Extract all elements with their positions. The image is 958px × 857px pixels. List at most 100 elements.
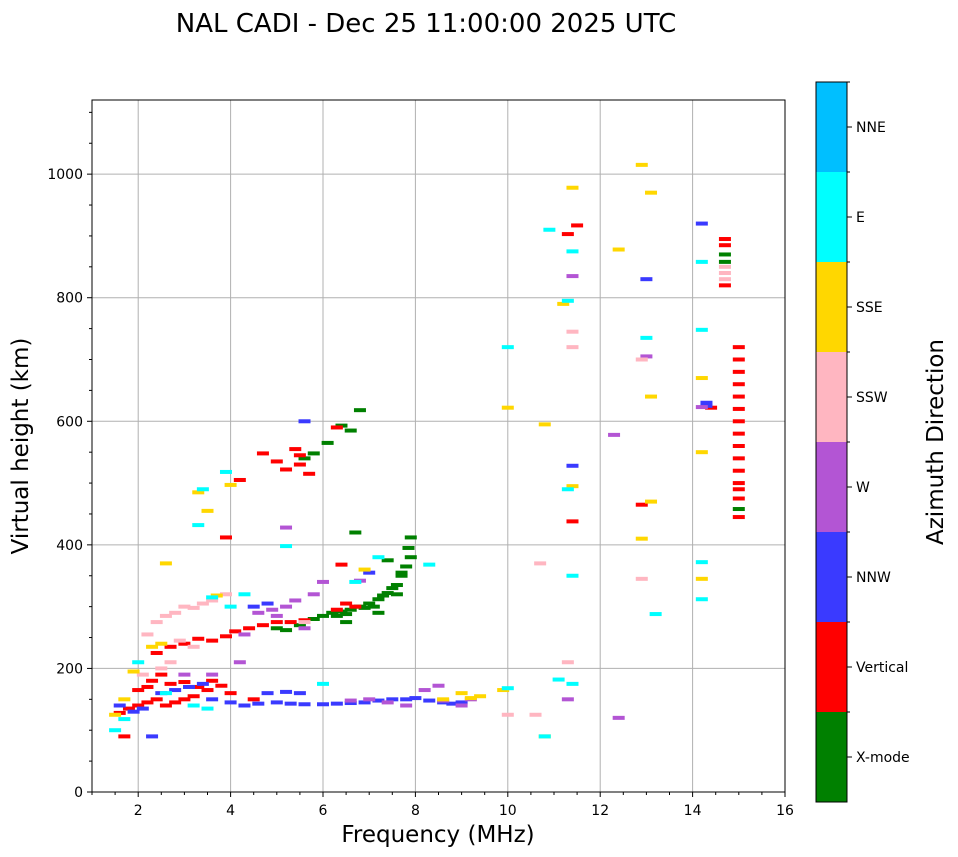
data-point [732, 431, 745, 436]
data-point [270, 626, 283, 631]
data-point [732, 419, 745, 424]
data-point [270, 700, 283, 705]
data-point [196, 601, 209, 606]
data-point [136, 706, 149, 711]
colorbar-segment [816, 532, 847, 622]
data-point [566, 329, 579, 334]
data-point [178, 680, 191, 685]
data-point [256, 623, 269, 628]
data-point [183, 684, 196, 689]
data-point [280, 467, 293, 472]
data-point [732, 487, 745, 492]
data-point [150, 650, 163, 655]
data-point [455, 700, 468, 705]
data-point [284, 620, 297, 625]
data-point [330, 607, 343, 612]
data-point [187, 694, 200, 699]
data-point [561, 298, 574, 303]
data-point [561, 697, 574, 702]
data-point [732, 345, 745, 350]
data-point [363, 570, 376, 575]
data-point [695, 376, 708, 381]
data-point [718, 243, 731, 248]
data-point [377, 593, 390, 598]
data-point [303, 471, 316, 476]
colorbar: X-mode Vertical NNW W SSW SSE E NNE [815, 81, 910, 803]
data-point [612, 247, 625, 252]
data-point [169, 610, 182, 615]
colorbar-tick-label: Vertical [856, 660, 908, 676]
data-point [206, 672, 219, 677]
data-point [566, 519, 579, 524]
data-point [122, 706, 135, 711]
data-point [261, 601, 274, 606]
data-point [538, 422, 551, 427]
data-point [178, 697, 191, 702]
data-point [169, 688, 182, 693]
data-point [645, 190, 658, 195]
data-point [381, 558, 394, 563]
data-point [201, 508, 214, 513]
data-point [404, 535, 417, 540]
data-point [136, 672, 149, 677]
data-point [349, 604, 362, 609]
colorbar-segment [816, 712, 847, 802]
data-point [381, 700, 394, 705]
data-point [635, 536, 648, 541]
x-axis: 2 4 6 8 10 12 14 16 [91, 792, 794, 819]
data-point [146, 678, 159, 683]
data-point [187, 644, 200, 649]
data-point [233, 660, 246, 665]
data-point [423, 562, 436, 567]
data-point [718, 252, 731, 257]
data-point [455, 691, 468, 696]
data-point [501, 712, 514, 717]
data-point [400, 564, 413, 569]
data-point [386, 697, 399, 702]
data-point [566, 573, 579, 578]
data-point [164, 644, 177, 649]
data-point [335, 562, 348, 567]
data-point [247, 604, 260, 609]
colorbar-frame [815, 81, 848, 803]
data-point [340, 620, 353, 625]
data-point [293, 462, 306, 467]
data-point [270, 620, 283, 625]
data-point [732, 357, 745, 362]
data-point [330, 613, 343, 618]
data-point [464, 696, 477, 701]
colorbar-tick-label: E [856, 210, 865, 226]
data-point [566, 681, 579, 686]
data-point [635, 162, 648, 167]
data-point [164, 681, 177, 686]
data-point [732, 382, 745, 387]
data-point [381, 591, 394, 596]
data-point [353, 408, 366, 413]
data-point [261, 691, 274, 696]
data-point [247, 697, 260, 702]
data-point [219, 634, 232, 639]
data-point [635, 357, 648, 362]
data-point [608, 432, 621, 437]
colorbar-tick-label: W [856, 480, 870, 496]
data-point [561, 487, 574, 492]
data-point [317, 681, 329, 686]
data-point [238, 592, 251, 597]
y-tick-label: 1000 [47, 167, 83, 183]
data-point [367, 604, 380, 609]
data-point [150, 620, 163, 625]
data-point [155, 666, 168, 671]
data-point [571, 223, 584, 228]
data-point [201, 688, 214, 693]
data-point [270, 613, 283, 618]
colorbar-label: Azimuth Direction [923, 339, 949, 545]
colorbar-segment [816, 82, 847, 172]
y-tick-label: 0 [74, 785, 83, 801]
x-tick-label: 16 [776, 803, 794, 819]
data-point [649, 612, 662, 617]
x-tick-label: 8 [411, 803, 420, 819]
data-point [280, 689, 293, 694]
data-point [718, 277, 731, 282]
data-point [400, 703, 413, 708]
